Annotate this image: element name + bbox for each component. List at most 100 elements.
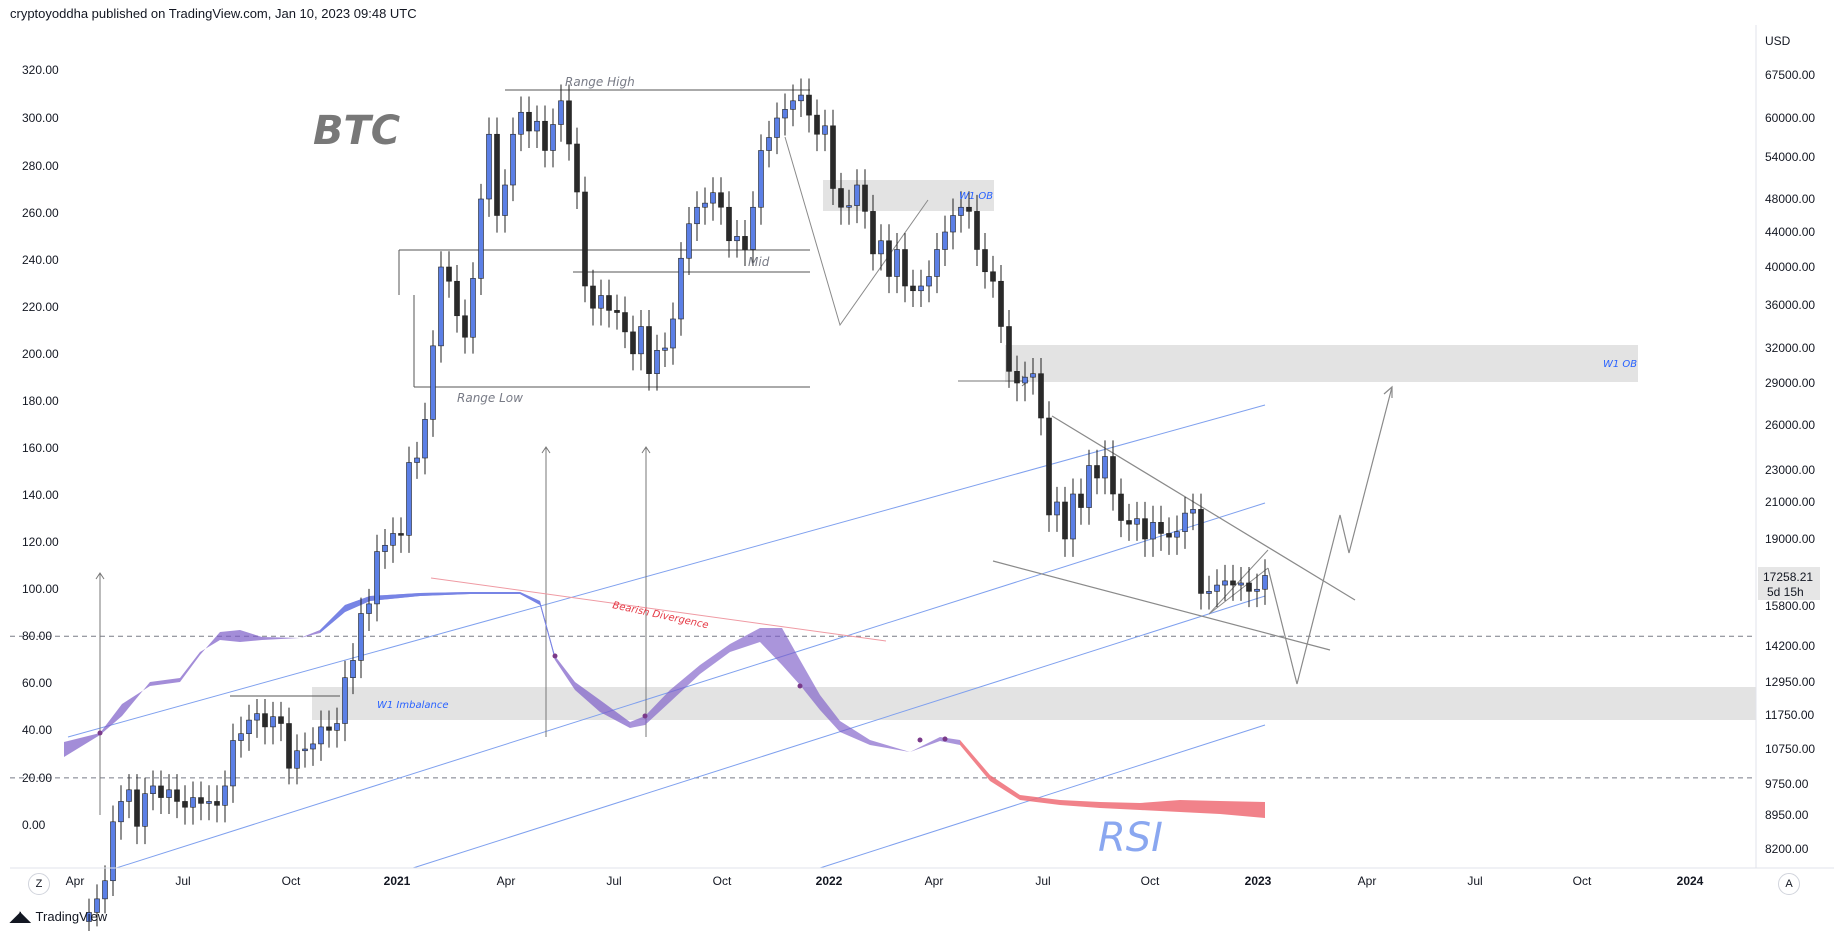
bull-candle <box>486 133 492 200</box>
bear-candle <box>1046 417 1052 516</box>
right-axis-tick-label: 12950.00 <box>1765 675 1815 689</box>
v-pattern-path <box>784 136 929 327</box>
bull-candle <box>302 748 308 752</box>
bull-candle <box>694 206 700 225</box>
bull-candle <box>1030 373 1036 378</box>
channel-line-mid <box>109 502 1266 871</box>
bull-candle <box>1022 376 1028 384</box>
range-low-label: Range Low <box>457 391 523 405</box>
bull-candle <box>382 544 388 552</box>
channel-line-bottom <box>819 724 1266 869</box>
rsi-ribbon <box>64 592 1265 818</box>
bear-candle <box>134 789 140 827</box>
bull-candle <box>790 100 796 110</box>
time-axis-tick-label: 2023 <box>1245 874 1272 888</box>
bear-candle <box>198 797 204 804</box>
right-axis-tick-label: 10750.00 <box>1765 742 1815 756</box>
bull-candle <box>854 184 860 206</box>
w1-imbalance-zone <box>312 687 1756 720</box>
vertical-arrowhead <box>541 446 551 454</box>
right-axis-tick-label: 40000.00 <box>1765 260 1815 274</box>
right-axis: 67500.00 60000.00 54000.00 48000.00 44000.00… <box>1765 68 1815 856</box>
grid <box>10 635 1756 779</box>
bear-candle <box>966 206 972 212</box>
bear-candle <box>1006 326 1012 372</box>
left-axis-tick-label: 100.00 <box>22 582 59 596</box>
tradingview-mark-icon: ◢◣ <box>10 908 31 924</box>
range-high-label: Range High <box>565 75 635 89</box>
bearish-divergence-line <box>430 577 887 642</box>
bear-candle <box>718 192 724 208</box>
bull-candle <box>166 789 172 798</box>
vertical-arrowhead <box>95 572 105 580</box>
time-axis-tick-label: Oct <box>282 874 301 888</box>
bear-candle <box>462 315 468 338</box>
right-axis-tick-label: 29000.00 <box>1765 376 1815 390</box>
time-axis-tick-label: Apr <box>1358 874 1377 888</box>
rsi-ribbon-purple-2 <box>630 628 960 752</box>
chart-title: BTC <box>313 108 400 154</box>
bull-candle <box>246 719 252 734</box>
left-axis-tick-label: 140.00 <box>22 488 59 502</box>
rsi-pivot-dot <box>917 737 923 743</box>
bull-candle <box>366 603 372 614</box>
bull-candle <box>750 206 756 250</box>
bull-candle <box>1262 575 1268 590</box>
left-axis-tick-label: 60.00 <box>22 676 52 690</box>
bull-candle <box>510 133 516 186</box>
time-axis-tick-label: Oct <box>1141 874 1160 888</box>
channel-line-lower <box>412 595 1266 869</box>
bear-candle <box>998 280 1004 327</box>
last-price-value: 17258.21 <box>1763 570 1813 584</box>
bear-candle <box>646 326 652 374</box>
bear-candle <box>982 249 988 273</box>
rsi-pivot-dot <box>797 683 803 689</box>
bull-candle <box>318 726 324 745</box>
bear-candle <box>566 100 572 145</box>
bear-candle <box>742 236 748 250</box>
bull-candle <box>534 120 540 132</box>
bull-candle <box>1174 531 1180 538</box>
time-axis-tick-label: Jul <box>1467 874 1482 888</box>
right-axis-tick-label: 15800.00 <box>1765 599 1815 613</box>
bull-candle <box>1150 522 1156 540</box>
bull-candle <box>1102 456 1108 479</box>
bull-candle <box>126 789 132 802</box>
bull-candle <box>374 551 380 605</box>
time-axis-tick-label: 2021 <box>384 874 411 888</box>
bull-candle <box>142 793 148 827</box>
tradingview-logo[interactable]: ◢◣ TradingView <box>10 908 107 925</box>
bull-candle <box>358 613 364 661</box>
bull-candle <box>206 801 212 804</box>
bull-candle <box>390 533 396 546</box>
bull-candle <box>1054 501 1060 516</box>
bull-candle <box>1206 591 1212 594</box>
bull-candle <box>518 111 524 135</box>
bear-candle <box>1038 373 1044 419</box>
left-axis-tick-label: 0.00 <box>22 818 46 832</box>
bull-candle <box>470 278 476 338</box>
time-axis-tick-label: Oct <box>713 874 732 888</box>
plot-area[interactable] <box>10 25 1756 868</box>
bull-candle <box>502 184 508 216</box>
wedge-upper-line <box>1051 415 1356 601</box>
auto-scale-button[interactable]: A <box>1778 873 1800 895</box>
bear-candle <box>214 801 220 806</box>
bull-candle <box>558 100 564 125</box>
time-axis-tick-label: Apr <box>925 874 944 888</box>
bull-candle <box>934 249 940 277</box>
bear-candle <box>494 133 500 216</box>
right-axis-tick-label: 48000.00 <box>1765 192 1815 206</box>
bull-candle <box>894 249 900 277</box>
bull-candle <box>254 713 260 721</box>
bear-candle <box>174 789 180 802</box>
time-axis-tick-label: Jul <box>1035 874 1050 888</box>
bear-candle <box>526 111 532 132</box>
bull-candle <box>102 880 108 900</box>
bull-candle <box>1254 588 1260 592</box>
left-axis-tick-label: 200.00 <box>22 347 59 361</box>
bear-candle <box>838 188 844 208</box>
zoom-button[interactable]: Z <box>28 873 50 895</box>
bull-candle <box>1086 465 1092 508</box>
